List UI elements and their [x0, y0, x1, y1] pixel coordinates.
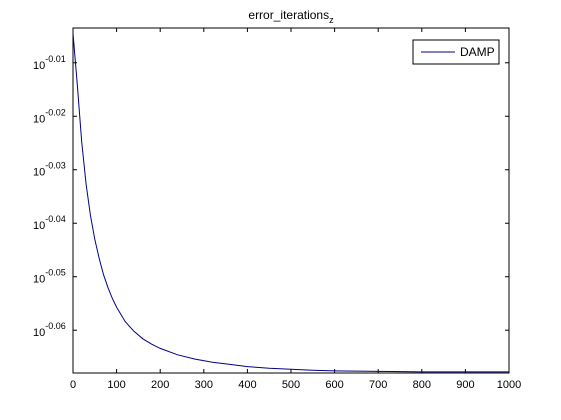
x-tick-label: 1000: [497, 379, 521, 391]
y-tick-label: 10-0.04: [33, 214, 66, 232]
chart-title-main: error_iterations: [248, 8, 329, 22]
y-tick-label: 10-0.02: [33, 107, 66, 125]
x-tick-label: 400: [238, 379, 256, 391]
x-axis: 0 100 200 300 400 500 600 700 800 900 1000: [70, 28, 521, 391]
x-tick-label: 600: [325, 379, 343, 391]
plot-area: [72, 27, 510, 374]
legend: DAMP: [412, 39, 500, 65]
y-axis: 10-0.01 10-0.02 10-0.03 10-0.04 10-0.05 10-0.…: [33, 54, 509, 339]
series-layer: [72, 33, 509, 373]
chart-title-subscript: z: [329, 15, 334, 25]
x-tick-label: 800: [413, 379, 431, 391]
x-tick-label: 500: [282, 379, 300, 391]
chart-title: error_iterationsz: [248, 8, 334, 25]
x-tick-label: 900: [456, 379, 474, 391]
x-tick-label: 700: [369, 379, 387, 391]
series-line-damp: [72, 33, 509, 373]
legend-label-damp: DAMP: [460, 45, 495, 59]
y-tick-label: 10-0.03: [33, 161, 66, 179]
x-tick-label: 300: [195, 379, 213, 391]
x-tick-label: 100: [107, 379, 125, 391]
y-tick-label: 10-0.06: [33, 321, 66, 339]
y-tick-label: 10-0.05: [33, 268, 66, 286]
y-tick-label: 10-0.01: [33, 54, 66, 72]
x-tick-label: 0: [70, 379, 76, 391]
x-tick-label: 200: [151, 379, 169, 391]
